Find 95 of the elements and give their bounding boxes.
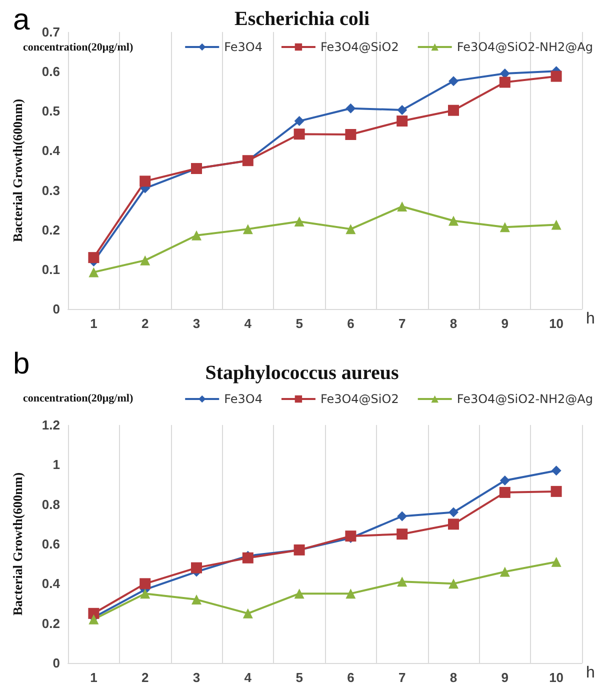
point [242,224,253,234]
legend-label: Fe3O4@SiO2 [320,392,399,406]
point [192,594,202,605]
y-tick-label: 0.4 [42,143,61,158]
point [346,224,356,234]
x-axis-title: h [586,310,595,328]
point [294,116,304,126]
point [346,588,356,599]
x-tick-label: 4 [244,670,252,685]
point [551,466,562,476]
x-tick-label: 10 [549,670,564,685]
y-tick-label: 1.2 [42,418,60,432]
point [499,486,510,498]
y-tick-label: 0.3 [42,182,60,198]
legend-label: Fe3O4 [224,40,262,54]
point [396,116,408,127]
point [88,252,100,264]
point [550,70,562,82]
y-tick-label: 0.6 [42,536,60,552]
point [397,104,408,115]
point [192,230,202,240]
y-axis-title: Bacterial Growth(600nm) [10,472,25,616]
y-tick-label: 0.2 [42,616,60,631]
text: a [13,4,30,36]
text: concentration(20μg/ml) [23,42,134,54]
point [140,588,150,599]
point [397,576,408,587]
point [448,76,458,86]
x-tick-label: 1 [90,316,98,331]
point [550,486,562,497]
point [294,216,304,227]
point [551,556,562,567]
y-tick-label: 1 [52,457,60,472]
point [191,562,202,574]
x-tick-label: 8 [450,316,458,331]
chart-title: Escherichia coli [234,8,370,30]
x-tick-label: 9 [501,316,509,331]
point [500,476,510,486]
legend-label: Fe3O4 [224,392,262,406]
legend-label: Fe3O4@SiO2 [320,40,399,54]
y-axis-title: Bacterial Growth(600nm) [10,98,25,242]
point [140,176,151,187]
x-tick-label: 5 [296,316,303,331]
point [448,216,458,226]
y-tick-label: 0.8 [42,496,60,512]
y-tick-label: 0.2 [42,222,60,238]
point [448,104,459,116]
point [345,530,356,542]
point [500,566,510,577]
point [448,507,458,518]
x-axis-title: h [586,664,595,682]
x-tick-label: 5 [296,670,303,685]
y-tick-label: 0.4 [42,576,61,592]
y-tick-label: 0.7 [42,24,60,40]
x-tick-label: 2 [141,670,149,685]
point [551,220,562,230]
x-tick-label: 4 [244,316,252,331]
text: b [13,348,30,380]
x-tick-label: 7 [398,670,406,685]
y-tick-label: 0.6 [42,64,60,80]
chart-subtitle: concentration(20μg/ml) [23,392,134,404]
x-tick-label: 10 [549,316,564,331]
point [448,578,458,589]
point [500,222,510,232]
x-tick-label: 9 [501,670,509,685]
point [397,202,408,212]
point [140,578,151,590]
point [499,76,510,88]
point [397,511,408,522]
legend-label: Fe3O4@SiO2-NH2@Ag [456,40,594,54]
y-tick-label: 0.5 [42,104,60,119]
chart-title: Staphylococcus aureus [205,362,399,384]
x-tick-label: 3 [192,670,200,685]
y-tick-label: 0 [52,302,60,316]
point [448,518,459,530]
point [242,552,254,564]
x-tick-label: 8 [450,670,458,685]
point [140,255,150,266]
x-tick-label: 3 [192,316,200,331]
point [88,608,100,619]
point [88,267,99,278]
y-tick-label: 0 [52,656,60,670]
point [294,128,305,140]
x-tick-label: 6 [347,670,354,685]
x-tick-label: 6 [347,316,354,331]
x-tick-label: 7 [398,316,406,331]
point [345,128,356,140]
x-tick-label: 1 [90,670,98,685]
point [396,528,408,540]
point [294,588,304,599]
legend-label: Fe3O4@SiO2-NH2@Ag [456,392,594,406]
x-tick-label: 2 [141,316,149,331]
point [346,103,356,114]
point [242,608,253,618]
y-tick-label: 0.1 [42,262,60,277]
